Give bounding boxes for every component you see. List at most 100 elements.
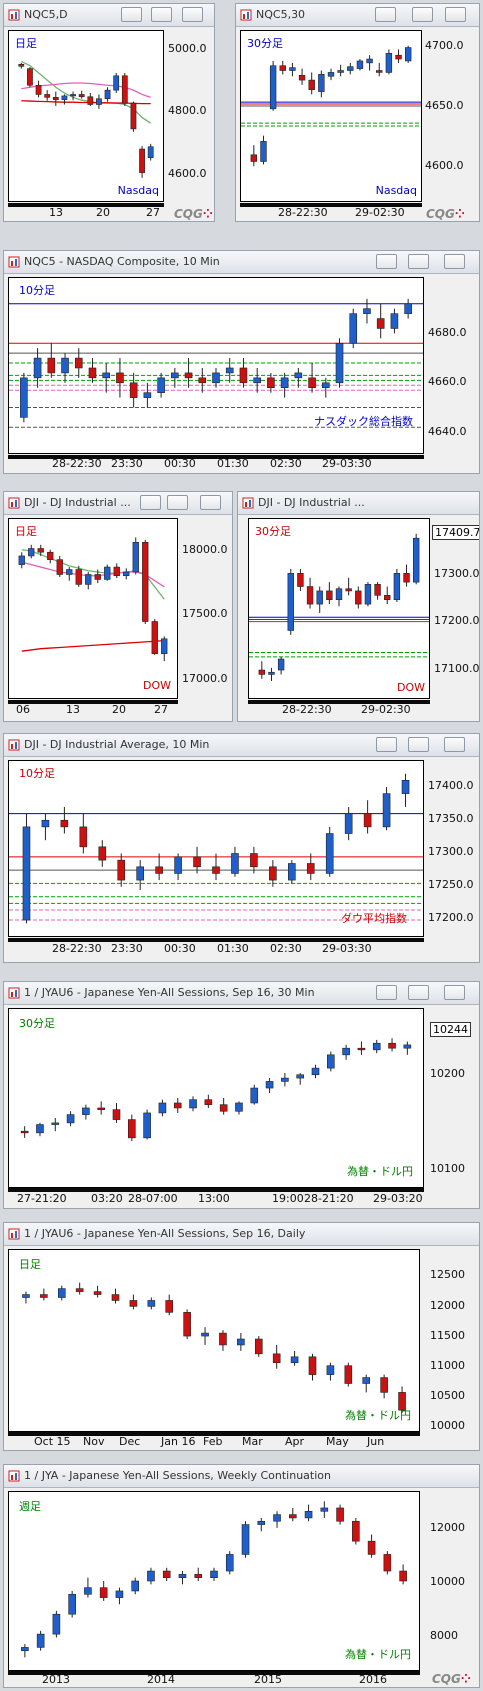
symbol-label: Nasdaq	[375, 184, 417, 197]
moving-average-line	[21, 60, 152, 124]
moving-average-line	[21, 100, 151, 105]
candle-down	[129, 1300, 138, 1307]
candle-down	[336, 1507, 344, 1522]
y-tick: 17300.0	[434, 567, 480, 580]
candle-down	[193, 856, 201, 868]
candle-up	[296, 1074, 304, 1079]
candle-up	[143, 392, 152, 398]
window-titlebar[interactable]: 1 / JYAU6 - Japanese Yen-All Sessions, S…	[4, 1223, 479, 1246]
candle-up	[20, 377, 28, 418]
window-titlebar[interactable]: 1 / JYA - Japanese Yen-All Sessions, Wee…	[4, 1465, 479, 1488]
candle-up	[265, 1081, 274, 1089]
candle-down	[250, 154, 258, 162]
y-tick: 10500	[430, 1389, 465, 1402]
candle-up	[178, 1574, 187, 1578]
window-titlebar[interactable]: NQC5 - NASDAQ Composite, 10 Min	[4, 251, 479, 274]
candle-up	[51, 1122, 60, 1125]
plot-area[interactable]: 10分足 ダウ平均指数	[8, 760, 424, 937]
candle-up	[52, 1613, 61, 1635]
window-icon	[242, 497, 254, 509]
symbol-label: 為替・ドル円	[347, 1165, 413, 1178]
candle-up	[257, 1520, 266, 1525]
x-axis-bar	[240, 203, 422, 207]
close-button[interactable]	[445, 7, 466, 22]
x-axis-bar	[8, 700, 178, 704]
candle-up	[335, 342, 344, 384]
window-titlebar[interactable]: DJI - DJ Industrial ...	[238, 492, 479, 515]
close-button[interactable]	[444, 254, 465, 269]
plot-area[interactable]: 30分足 DOW	[248, 518, 430, 699]
candle-down	[88, 367, 97, 379]
candle-up	[289, 67, 296, 71]
window-titlebar[interactable]: NQC5,D	[4, 4, 214, 27]
y-tick: 17000.0	[182, 672, 228, 685]
candles-svg	[21, 1501, 407, 1658]
window-titlebar[interactable]: NQC5,30	[236, 4, 479, 27]
window-icon	[240, 9, 252, 21]
y-tick: 18000.0	[182, 543, 228, 556]
candle-down	[130, 102, 137, 130]
candle-up	[269, 65, 277, 110]
minimize-button[interactable]	[140, 495, 161, 510]
y-tick: 10200	[430, 1067, 465, 1080]
symbol-label: Nasdaq	[117, 184, 159, 197]
plot-area[interactable]: 週足 為替・ドル円	[8, 1491, 420, 1671]
plot-area[interactable]: 30分足 Nasdaq	[240, 30, 422, 202]
x-tick: 27-21:20	[17, 1192, 67, 1205]
x-axis-bar	[8, 1671, 420, 1675]
plot-area[interactable]: 日足 DOW	[8, 518, 178, 699]
candle-up	[28, 548, 35, 557]
y-tick: 17350.0	[428, 812, 474, 825]
candle-down	[355, 590, 362, 605]
maximize-button[interactable]	[167, 495, 188, 510]
minimize-button[interactable]	[376, 985, 397, 1000]
minimize-button[interactable]	[376, 254, 397, 269]
candle-up	[335, 588, 343, 601]
close-button[interactable]	[444, 737, 465, 752]
close-button[interactable]	[200, 495, 221, 510]
timeframe-label: 日足	[15, 525, 37, 538]
plot-area[interactable]: 日足 為替・ドル円	[8, 1249, 420, 1432]
candle-down	[198, 377, 207, 384]
close-button[interactable]	[444, 985, 465, 1000]
candle-up	[36, 1633, 45, 1648]
chart-window-yen-weekly: 1 / JYA - Japanese Yen-All Sessions, Wee…	[3, 1464, 480, 1688]
candle-up	[85, 574, 92, 585]
y-tick: 17250.0	[428, 878, 474, 891]
minimize-button[interactable]	[375, 7, 396, 22]
plot-area[interactable]: 日足 Nasdaq	[8, 30, 164, 202]
minimize-button[interactable]	[376, 737, 397, 752]
y-tick: 4660.0	[428, 375, 467, 388]
last-price-box: 17409.7	[432, 525, 479, 540]
candle-up	[147, 1570, 155, 1582]
candle-up	[325, 833, 334, 874]
candle-up	[66, 569, 73, 575]
maximize-button[interactable]	[412, 7, 433, 22]
plot-area[interactable]: 30分足 為替・ドル円	[8, 1008, 424, 1188]
chart-window-dji-10min: DJI - DJ Industrial Average, 10 Min 10分足…	[3, 733, 480, 963]
maximize-button[interactable]	[408, 254, 429, 269]
minimize-button[interactable]	[121, 7, 142, 22]
candle-up	[241, 1524, 250, 1555]
candle-down	[93, 1291, 102, 1295]
window-titlebar[interactable]: 1 / JYAU6 - Japanese Yen-All Sessions, S…	[4, 982, 479, 1005]
x-tick: 23:30	[111, 942, 143, 955]
candles-svg	[20, 1038, 412, 1142]
moving-average-line	[21, 82, 151, 98]
candle-down	[40, 1294, 48, 1298]
candle-up	[57, 1288, 66, 1298]
candle-down	[374, 584, 381, 596]
window-titlebar[interactable]: DJI - DJ Industrial ...	[4, 492, 232, 515]
maximize-button[interactable]	[408, 737, 429, 752]
cqg-logo: CQG⁘	[426, 207, 465, 221]
maximize-button[interactable]	[408, 985, 429, 1000]
candle-up	[235, 1102, 243, 1112]
close-button[interactable]	[182, 7, 203, 22]
plot-area[interactable]: 10分足 ナスダック総合指数	[8, 277, 424, 454]
timeframe-label: 日足	[19, 1258, 41, 1271]
window-titlebar[interactable]: DJI - DJ Industrial Average, 10 Min	[4, 734, 479, 757]
maximize-button[interactable]	[151, 7, 172, 22]
candle-up	[356, 60, 364, 69]
candle-up	[225, 367, 234, 374]
candle-down	[297, 573, 304, 587]
